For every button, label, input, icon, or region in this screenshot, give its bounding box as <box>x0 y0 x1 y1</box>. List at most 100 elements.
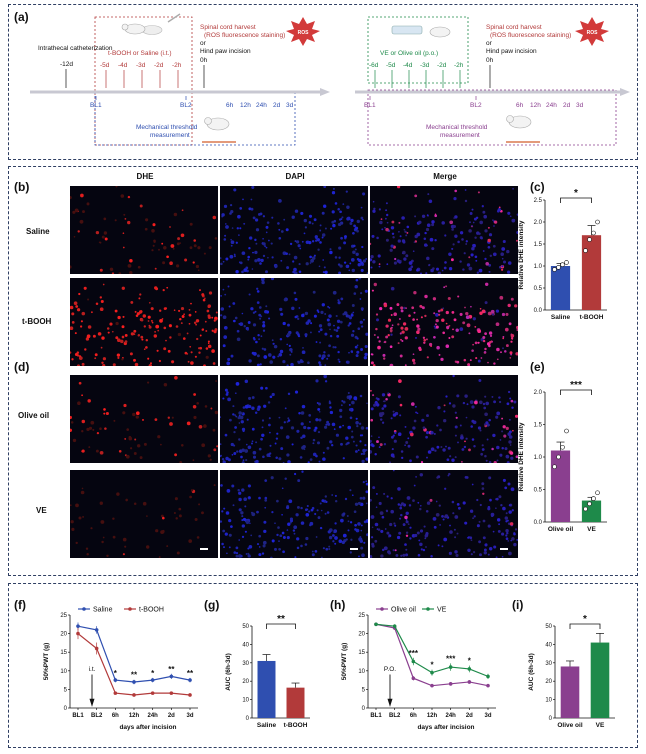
cell-dot <box>114 219 117 222</box>
cell-dot <box>275 437 279 440</box>
cell-dot <box>468 229 472 233</box>
cell-dot <box>79 219 84 224</box>
cell-dot <box>121 358 124 361</box>
cell-dot <box>440 445 443 449</box>
row-title-saline: Saline <box>26 227 50 236</box>
cell-dot <box>413 311 416 314</box>
cell-dot <box>329 248 332 251</box>
label-b: (b) <box>14 180 30 194</box>
cell-dot <box>316 402 319 404</box>
cell-dot <box>215 311 218 314</box>
cell-dot <box>370 536 374 539</box>
cell-dot <box>262 254 266 258</box>
cell-dot <box>170 244 175 248</box>
cell-dot <box>481 205 484 208</box>
cell-dot <box>488 265 491 267</box>
cell-dot <box>389 363 394 366</box>
cell-dot <box>295 331 299 335</box>
cell-dot <box>250 442 254 445</box>
cell-dot <box>358 555 360 558</box>
cell-dot <box>475 259 478 262</box>
cell-dot <box>397 395 401 399</box>
cell-dot <box>201 511 204 515</box>
cell-dot <box>352 231 355 235</box>
cell-dot <box>312 290 316 294</box>
cell-dot <box>461 461 463 463</box>
micrograph-render <box>70 484 216 558</box>
cell-dot <box>296 240 300 244</box>
zero-label-left: 0h <box>200 57 208 64</box>
cell-dot <box>312 452 317 457</box>
cell-dot <box>247 255 251 259</box>
cell-dot <box>148 364 153 366</box>
cell-dot <box>241 412 244 415</box>
cell-dot <box>425 338 428 341</box>
cell-dot <box>466 263 471 267</box>
cell-dot <box>247 258 250 261</box>
cell-dot <box>225 456 229 461</box>
cell-dot <box>171 416 174 419</box>
cell-dot <box>448 324 451 327</box>
cell-dot <box>505 534 508 537</box>
cell-dot <box>285 252 288 256</box>
cell-dot <box>281 487 284 490</box>
cell-dot <box>262 540 267 545</box>
cell-dot <box>298 263 301 266</box>
mouse-icon-right-bottom <box>506 115 540 143</box>
cell-dot <box>145 346 148 349</box>
cell-dot <box>289 347 293 352</box>
cell-dot <box>130 332 135 336</box>
cell-dot <box>496 459 499 462</box>
cell-dot <box>441 221 445 225</box>
cell-dot <box>171 360 175 364</box>
cell-dot <box>486 438 489 441</box>
cell-dot <box>424 231 427 235</box>
cell-dot <box>318 410 321 413</box>
micrograph-render <box>370 186 518 274</box>
post-12h-left: 12h <box>240 102 251 109</box>
cell-dot <box>314 426 318 430</box>
cell-dot <box>300 436 303 439</box>
cell-dot <box>430 554 433 558</box>
cell-dot <box>365 502 368 505</box>
cell-dot <box>227 397 231 402</box>
cell-dot <box>483 350 487 354</box>
cell-dot <box>471 419 475 423</box>
cell-dot <box>150 362 152 365</box>
cell-dot <box>213 448 217 452</box>
cell-dot <box>293 267 297 272</box>
cell-dot <box>342 400 346 404</box>
cell-dot <box>122 315 125 318</box>
cell-dot <box>300 422 304 426</box>
day-neg4-left: -4d <box>118 62 128 69</box>
cell-dot <box>360 206 363 209</box>
cell-dot <box>501 430 504 433</box>
cell-dot <box>516 230 518 235</box>
cell-dot <box>418 348 422 352</box>
cell-dot <box>318 402 321 406</box>
cell-dot <box>220 484 223 487</box>
cell-dot <box>241 312 244 315</box>
cell-dot <box>232 405 235 408</box>
cell-dot <box>484 454 487 458</box>
cell-dot <box>258 338 260 340</box>
cell-dot <box>484 282 489 287</box>
cell-dot <box>484 543 488 547</box>
cell-dot <box>390 326 393 329</box>
cell-dot <box>244 449 249 453</box>
cell-dot <box>501 247 506 251</box>
cell-dot <box>507 482 511 486</box>
cell-dot <box>224 532 228 536</box>
cell-dot <box>506 270 511 274</box>
cell-dot <box>514 528 518 531</box>
cell-dot <box>394 524 397 527</box>
cell-dot <box>225 257 229 261</box>
cell-dot <box>333 219 337 223</box>
micrograph-render <box>370 282 518 366</box>
micrograph-saline-dhe <box>70 186 218 274</box>
cell-dot <box>401 239 406 243</box>
cell-dot <box>144 227 148 231</box>
day-neg3-left: -3d <box>136 62 146 69</box>
cell-dot <box>402 523 406 527</box>
cell-dot <box>333 529 338 533</box>
